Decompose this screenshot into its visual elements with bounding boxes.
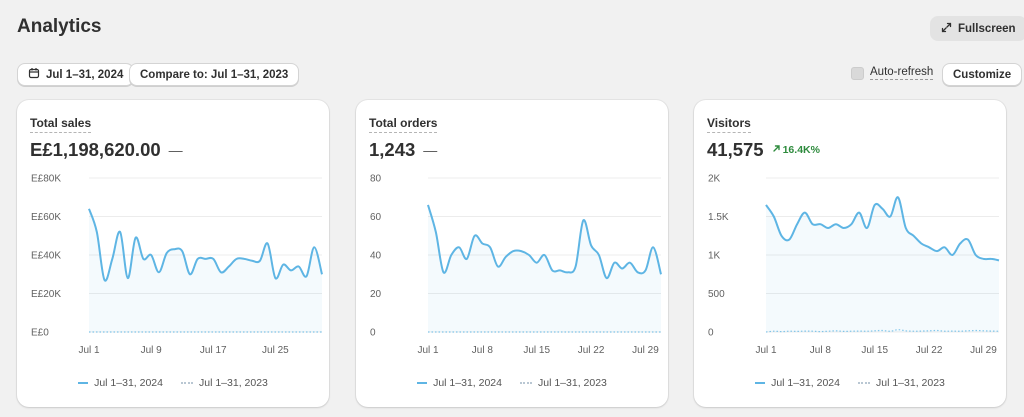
metric-value: 1,243 — [369, 139, 416, 160]
x-tick-label: Jul 8 — [472, 345, 494, 356]
x-tick-label: Jul 29 — [970, 345, 997, 356]
dotted-line-swatch — [520, 382, 532, 384]
chart-legend: Jul 1–31, 2024 Jul 1–31, 2023 — [694, 377, 1006, 389]
x-tick-label: Jul 8 — [810, 345, 832, 356]
auto-refresh-toggle[interactable]: Auto-refresh — [851, 66, 934, 80]
y-tick-label: 1K — [708, 251, 721, 262]
y-tick-label: 0 — [370, 328, 376, 339]
calendar-icon — [28, 67, 40, 82]
x-tick-label: Jul 9 — [141, 345, 163, 356]
chart-legend: Jul 1–31, 2024 Jul 1–31, 2023 — [17, 377, 329, 389]
dotted-line-swatch — [181, 382, 193, 384]
series-line-current — [88, 208, 323, 282]
legend-item-previous[interactable]: Jul 1–31, 2023 — [181, 377, 268, 389]
card-value: E£1,198,620.00 — — [30, 139, 183, 161]
solid-line-swatch — [417, 382, 428, 384]
date-range-label: Jul 1–31, 2024 — [46, 68, 124, 81]
y-tick-label: 40 — [370, 251, 382, 262]
auto-refresh-label: Auto-refresh — [870, 66, 934, 80]
y-tick-label: 20 — [370, 289, 382, 300]
legend-label: Jul 1–31, 2024 — [771, 377, 840, 389]
card-title[interactable]: Visitors — [707, 116, 751, 133]
legend-label: Jul 1–31, 2023 — [876, 377, 945, 389]
y-tick-label: 1.5K — [708, 212, 729, 223]
solid-line-swatch — [755, 382, 766, 384]
series-line-current — [427, 204, 662, 280]
customize-label: Customize — [953, 68, 1012, 81]
x-tick-label: Jul 1 — [78, 345, 100, 356]
y-tick-label: 60 — [370, 212, 382, 223]
no-change-indicator: — — [168, 142, 183, 158]
fullscreen-button[interactable]: Fullscreen — [930, 16, 1024, 41]
legend-label: Jul 1–31, 2023 — [538, 377, 607, 389]
y-tick-label: E£80K — [31, 174, 61, 185]
x-tick-label: Jul 17 — [200, 345, 227, 356]
x-tick-label: Jul 1 — [417, 345, 439, 356]
expand-icon — [941, 22, 952, 36]
card-title[interactable]: Total sales — [30, 116, 92, 133]
metric-value: 41,575 — [707, 139, 764, 160]
legend-item-current[interactable]: Jul 1–31, 2024 — [78, 377, 163, 389]
arrow-up-right-icon — [772, 144, 781, 156]
y-tick-label: 2K — [708, 174, 721, 185]
legend-item-previous[interactable]: Jul 1–31, 2023 — [858, 377, 945, 389]
x-tick-label: Jul 22 — [578, 345, 605, 356]
auto-refresh-checkbox[interactable] — [851, 66, 864, 80]
dotted-line-swatch — [858, 382, 870, 384]
total-sales-chart: E£0 E£20K E£40K E£60K E£80K Jul 1 Jul 9 Jul 17 J… — [31, 174, 323, 356]
legend-label: Jul 1–31, 2024 — [433, 377, 502, 389]
compare-label: Compare to: Jul 1–31, 2023 — [140, 68, 289, 81]
no-change-indicator: — — [423, 142, 438, 158]
total-orders-chart: 0 20 40 60 80 Jul 1 Jul 8 Jul 15 Jul 22 Jul 29 — [370, 174, 662, 356]
x-tick-label: Jul 15 — [861, 345, 888, 356]
date-range-button[interactable]: Jul 1–31, 2024 — [17, 63, 135, 86]
customize-button[interactable]: Customize — [942, 63, 1023, 86]
series-area-current — [766, 197, 999, 332]
chart-legend: Jul 1–31, 2024 Jul 1–31, 2023 — [356, 377, 668, 389]
y-tick-label: 80 — [370, 174, 382, 185]
y-tick-label: E£40K — [31, 251, 61, 262]
total-sales-card[interactable]: Total sales E£1,198,620.00 — E£0 E£20K E£4… — [17, 100, 329, 407]
x-tick-label: Jul 25 — [262, 345, 289, 356]
visitors-chart: 0 500 1K 1.5K 2K Jul 1 Jul 8 Jul 15 Jul 22 Jul 29 — [708, 174, 1000, 356]
y-tick-label: 0 — [708, 328, 714, 339]
legend-item-current[interactable]: Jul 1–31, 2024 — [417, 377, 502, 389]
y-tick-label: E£0 — [31, 328, 49, 339]
y-tick-label: E£60K — [31, 212, 61, 223]
card-value: 41,575 16.4K% — [707, 139, 820, 161]
delta-value: 16.4K% — [782, 144, 820, 156]
metric-value: E£1,198,620.00 — [30, 139, 161, 160]
legend-label: Jul 1–31, 2024 — [94, 377, 163, 389]
legend-item-previous[interactable]: Jul 1–31, 2023 — [520, 377, 607, 389]
page-title: Analytics — [17, 16, 102, 37]
y-tick-label: E£20K — [31, 289, 61, 300]
fullscreen-label: Fullscreen — [958, 22, 1016, 35]
total-orders-card[interactable]: Total orders 1,243 — 0 20 40 60 80 Jul 1 Jul 8… — [356, 100, 668, 407]
series-line-current — [765, 196, 1000, 262]
series-line-previous — [765, 329, 1000, 333]
x-tick-label: Jul 29 — [632, 345, 659, 356]
visitors-card[interactable]: Visitors 41,575 16.4K% 0 500 1K 1.5K 2K Jul 1… — [694, 100, 1006, 407]
compare-button[interactable]: Compare to: Jul 1–31, 2023 — [129, 63, 300, 86]
card-value: 1,243 — — [369, 139, 437, 161]
card-title[interactable]: Total orders — [369, 116, 438, 133]
delta-badge: 16.4K% — [772, 144, 820, 156]
legend-item-current[interactable]: Jul 1–31, 2024 — [755, 377, 840, 389]
series-area-current — [428, 204, 661, 332]
solid-line-swatch — [78, 382, 89, 384]
x-tick-label: Jul 22 — [916, 345, 943, 356]
x-tick-label: Jul 15 — [523, 345, 550, 356]
legend-label: Jul 1–31, 2023 — [199, 377, 268, 389]
y-tick-label: 500 — [708, 289, 725, 300]
x-tick-label: Jul 1 — [755, 345, 777, 356]
series-area-current — [89, 208, 322, 332]
